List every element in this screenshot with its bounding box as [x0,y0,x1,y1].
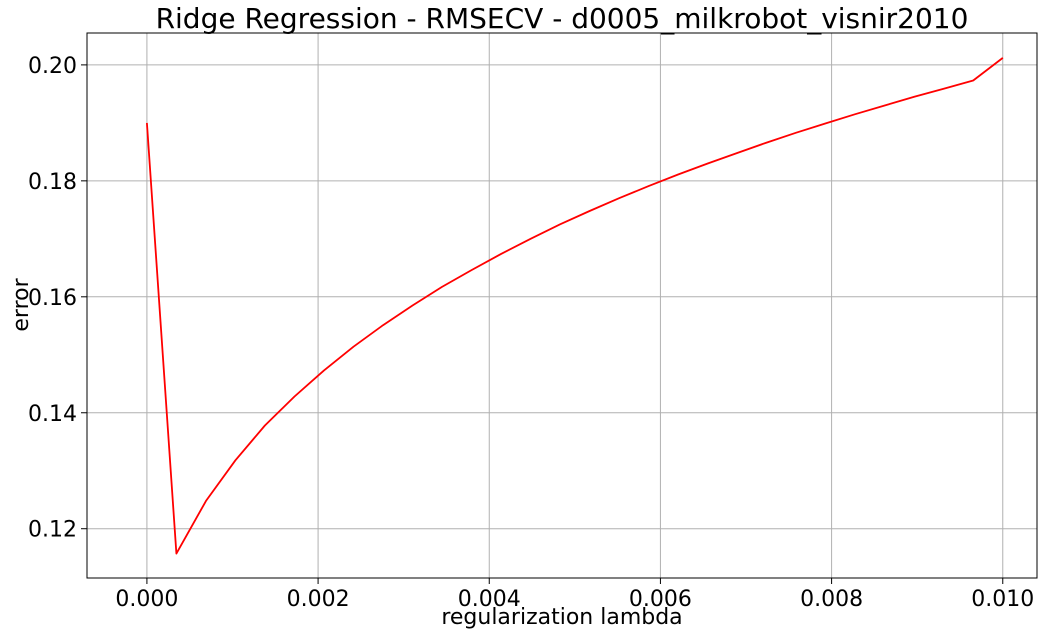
y-axis: 0.12 0.14 0.16 0.18 0.20 [28,54,87,543]
y-axis-label: error [9,277,34,331]
y-tick-label: 0.14 [28,402,77,427]
plot-frame [86,32,1038,579]
data-layer [146,57,1004,555]
x-axis-label: regularization lambda [441,605,682,630]
y-tick-label: 0.12 [28,518,77,543]
y-tick-label: 0.18 [28,170,77,195]
series-line [146,57,1004,555]
x-tick-label: 0.002 [287,587,350,612]
y-tick-label: 0.16 [28,286,77,311]
x-tick-label: 0.000 [115,587,178,612]
x-tick-label: 0.008 [800,587,863,612]
x-axis: 0.000 0.002 0.004 0.006 0.008 0.010 [115,578,1034,612]
x-tick-label: 0.004 [458,587,521,612]
x-tick-label: 0.006 [629,587,692,612]
chart-title: Ridge Regression - RMSECV - d0005_milkro… [156,2,969,35]
y-tick-label: 0.20 [28,54,77,79]
grid-layer [87,33,1037,578]
x-tick-label: 0.010 [971,587,1034,612]
